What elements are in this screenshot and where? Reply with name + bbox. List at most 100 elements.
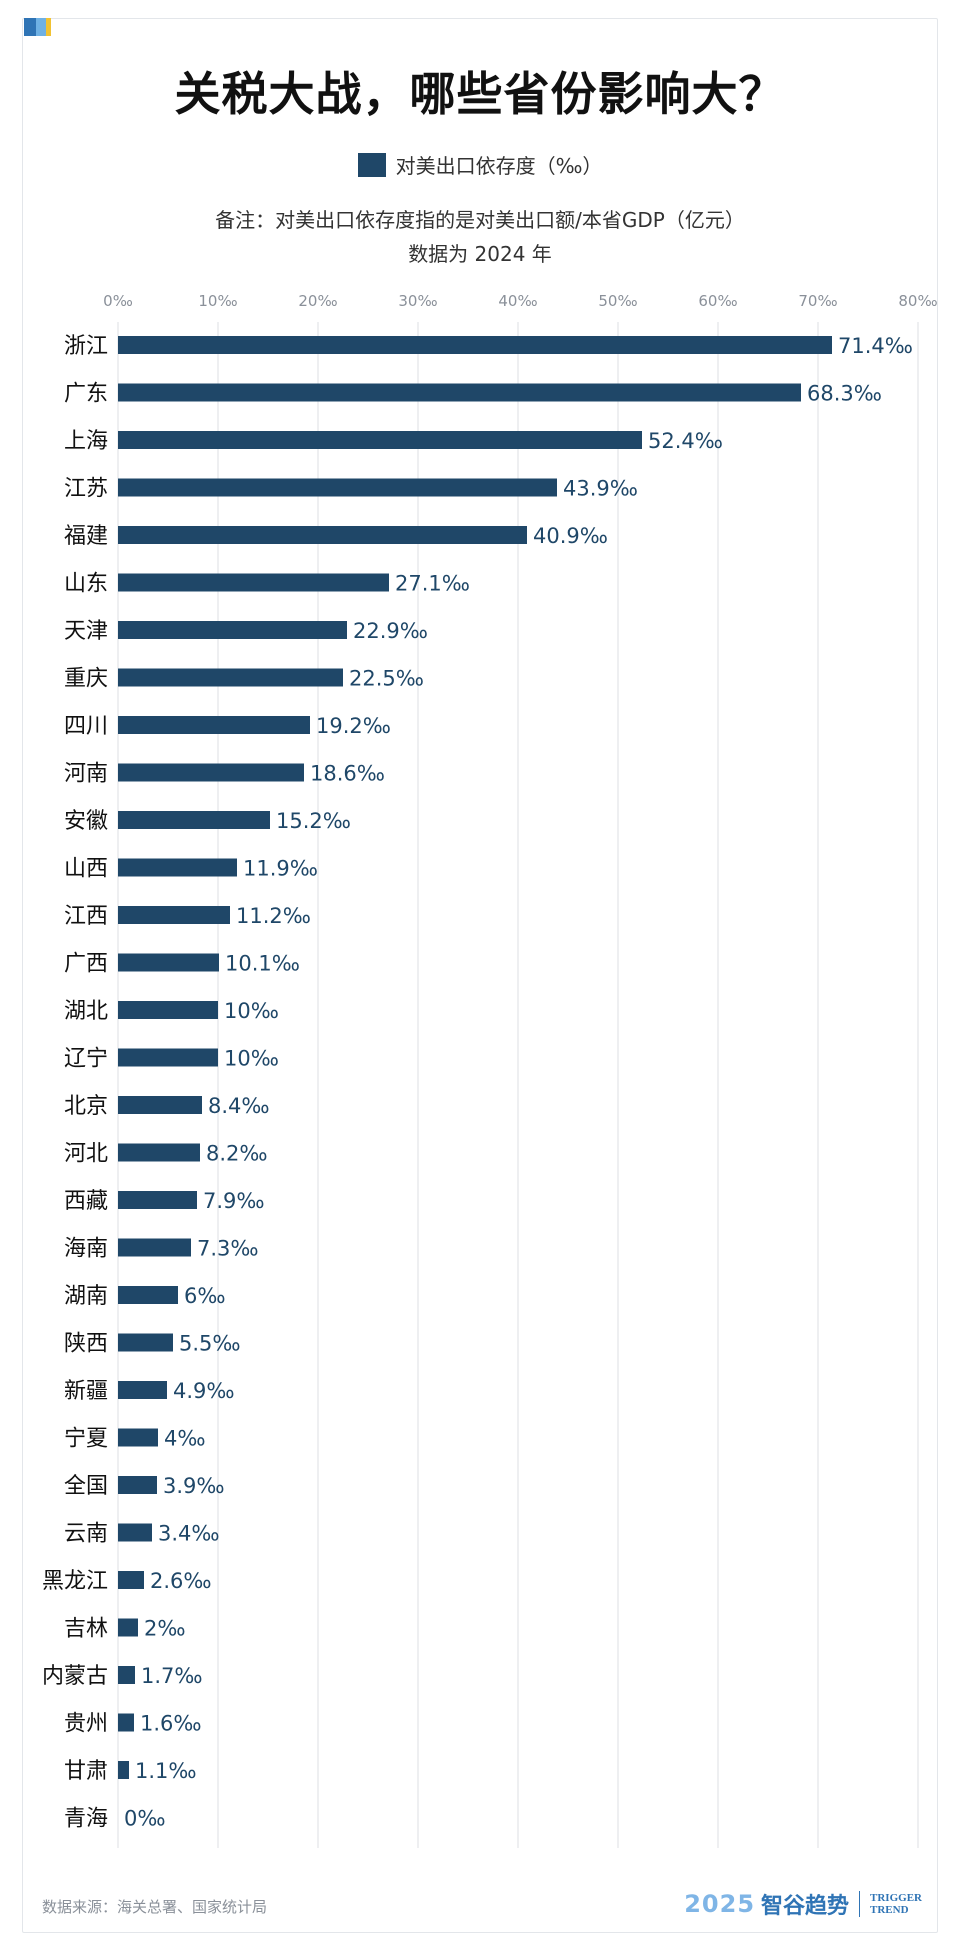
category-label: 安徽: [64, 809, 108, 834]
bar: [118, 1428, 158, 1447]
value-label: 8.2‰: [206, 1142, 268, 1166]
bar: [118, 1238, 191, 1257]
value-label: 11.2‰: [236, 904, 311, 928]
category-label: 内蒙古: [42, 1664, 108, 1689]
brand-en-line2: TREND: [870, 1904, 909, 1916]
x-tick-label: 30‰: [398, 292, 437, 310]
bar: [118, 1618, 138, 1637]
category-label: 广西: [64, 952, 108, 977]
x-tick-label: 20‰: [298, 292, 337, 310]
category-label: 河北: [64, 1142, 108, 1167]
value-label: 68.3‰: [807, 382, 882, 406]
chart-title: 关税大战，哪些省份影响大？: [174, 67, 786, 121]
category-label: 广东: [64, 382, 108, 407]
category-label: 青海: [64, 1807, 108, 1832]
bar: [118, 1523, 152, 1542]
bar: [118, 383, 801, 402]
value-label: 27.1‰: [395, 572, 470, 596]
bar: [118, 1713, 134, 1732]
value-label: 1.7‰: [141, 1664, 203, 1688]
category-label: 贵州: [64, 1712, 108, 1737]
category-label: 河南: [64, 762, 108, 787]
bar: [118, 573, 389, 592]
bar: [118, 431, 642, 449]
value-label: 1.6‰: [140, 1712, 202, 1736]
bar: [118, 906, 230, 924]
value-label: 10‰: [224, 1047, 279, 1071]
data-source: 数据来源：海关总署、国家统计局: [42, 1898, 268, 1916]
x-tick-label: 50‰: [598, 292, 637, 310]
value-label: 5.5‰: [179, 1332, 241, 1356]
bar: [118, 1381, 167, 1399]
value-label: 2‰: [144, 1617, 186, 1641]
category-label: 上海: [64, 429, 108, 454]
category-label: 重庆: [64, 667, 108, 692]
category-label: 云南: [64, 1522, 108, 1547]
category-label: 陕西: [64, 1332, 108, 1357]
category-label: 江苏: [64, 477, 108, 502]
x-tick-label: 10‰: [198, 292, 237, 310]
value-label: 4.9‰: [173, 1379, 235, 1403]
bar: [118, 478, 557, 497]
value-label: 8.4‰: [208, 1094, 270, 1118]
value-label: 11.9‰: [243, 857, 318, 881]
bar: [118, 526, 527, 544]
bar: [118, 1571, 144, 1589]
value-label: 2.6‰: [150, 1569, 212, 1593]
bar: [118, 716, 310, 734]
value-label: 6‰: [184, 1284, 226, 1308]
category-label: 北京: [64, 1094, 108, 1119]
category-label: 湖北: [64, 999, 108, 1024]
bar: [118, 1666, 135, 1684]
value-label: 18.6‰: [310, 762, 385, 786]
x-tick-label: 60‰: [698, 292, 737, 310]
legend: 对美出口依存度（‰）: [0, 150, 960, 179]
bar: [118, 1286, 178, 1304]
chart-frame: [22, 18, 938, 1933]
value-label: 22.9‰: [353, 619, 428, 643]
bar: [118, 811, 270, 829]
value-label: 4‰: [164, 1427, 206, 1451]
brand-english: TRIGGER TREND: [870, 1892, 922, 1916]
value-label: 1.1‰: [135, 1759, 197, 1783]
value-label: 10.1‰: [225, 952, 300, 976]
brand-en-line1: TRIGGER: [870, 1892, 922, 1904]
category-label: 新疆: [64, 1379, 108, 1404]
bar: [118, 858, 237, 877]
value-label: 22.5‰: [349, 667, 424, 691]
bar: [118, 1096, 202, 1114]
value-label: 7.3‰: [197, 1237, 259, 1261]
legend-swatch: [357, 152, 386, 177]
value-label: 40.9‰: [533, 524, 608, 548]
bar: [118, 1333, 173, 1352]
brand-divider: [859, 1891, 861, 1917]
value-label: 7.9‰: [203, 1189, 265, 1213]
brand-name: 智谷趋势: [761, 1893, 850, 1919]
category-label: 山西: [64, 857, 108, 882]
brand-year: 2025: [684, 1890, 756, 1918]
value-label: 0‰: [124, 1807, 166, 1831]
bar: [118, 1191, 197, 1209]
category-label: 黑龙江: [42, 1569, 108, 1594]
category-label: 天津: [64, 619, 108, 644]
brand-corner-mark: [24, 18, 52, 36]
bar: [118, 336, 832, 354]
category-label: 四川: [64, 714, 108, 739]
bar: [118, 1476, 157, 1494]
bar: [118, 1048, 218, 1067]
category-label: 吉林: [64, 1617, 108, 1642]
note-year: 数据为 2024 年: [408, 242, 552, 266]
category-label: 全国: [64, 1474, 108, 1499]
bar: [118, 953, 219, 972]
x-tick-label: 40‰: [498, 292, 537, 310]
note-definition: 备注：对美出口依存度指的是对美出口额/本省GDP（亿元）: [215, 208, 745, 232]
bar: [118, 1001, 218, 1019]
x-tick-label: 70‰: [798, 292, 837, 310]
x-tick-label: 80‰: [898, 292, 937, 310]
value-label: 10‰: [224, 999, 279, 1023]
category-label: 湖南: [64, 1284, 108, 1309]
value-label: 3.9‰: [163, 1474, 225, 1498]
value-label: 71.4‰: [838, 334, 913, 358]
category-label: 西藏: [64, 1189, 108, 1214]
